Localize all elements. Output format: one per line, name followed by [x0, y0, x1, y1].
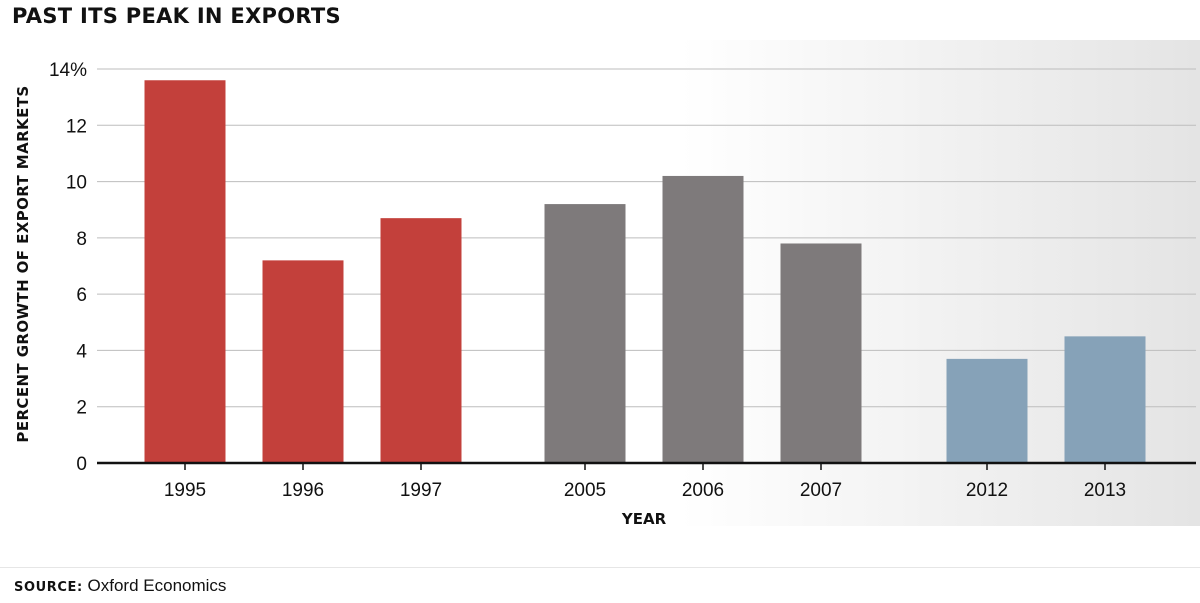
- y-tick-label: 10: [66, 173, 87, 194]
- y-tick-label: 8: [76, 229, 87, 250]
- x-tick-label: 2013: [1084, 480, 1126, 501]
- y-tick-label: 4: [76, 341, 87, 362]
- y-tick-label: 12: [66, 116, 87, 137]
- bar-2007: [780, 243, 862, 463]
- y-tick-label: 14%: [49, 60, 87, 81]
- bar-1997: [380, 218, 462, 463]
- x-tick-label: 2012: [966, 480, 1008, 501]
- source-text: Oxford Economics: [82, 576, 227, 595]
- footer-divider: [0, 567, 1200, 568]
- source-note: SOURCE: Oxford Economics: [14, 576, 226, 596]
- bar-2012: [946, 358, 1028, 463]
- y-tick-label: 2: [76, 398, 87, 419]
- x-tick-label: 1997: [400, 480, 442, 501]
- x-tick-label: 2006: [682, 480, 724, 501]
- y-axis-label: PERCENT GROWTH OF EXPORT MARKETS: [14, 85, 32, 443]
- bar-2013: [1064, 336, 1146, 463]
- y-tick-label: 0: [76, 454, 87, 475]
- bar-1996: [262, 260, 344, 463]
- x-axis-label: YEAR: [621, 510, 667, 528]
- x-tick-label: 1995: [164, 480, 206, 501]
- bar-2006: [662, 175, 744, 463]
- x-tick-label: 1996: [282, 480, 324, 501]
- x-tick-label: 2007: [800, 480, 842, 501]
- source-label: SOURCE:: [14, 580, 83, 595]
- chart-title: PAST ITS PEAK IN EXPORTS: [12, 4, 341, 28]
- x-tick-label: 2005: [564, 480, 606, 501]
- y-tick-label: 6: [76, 285, 87, 306]
- bar-1995: [144, 80, 226, 463]
- bar-2005: [544, 204, 626, 464]
